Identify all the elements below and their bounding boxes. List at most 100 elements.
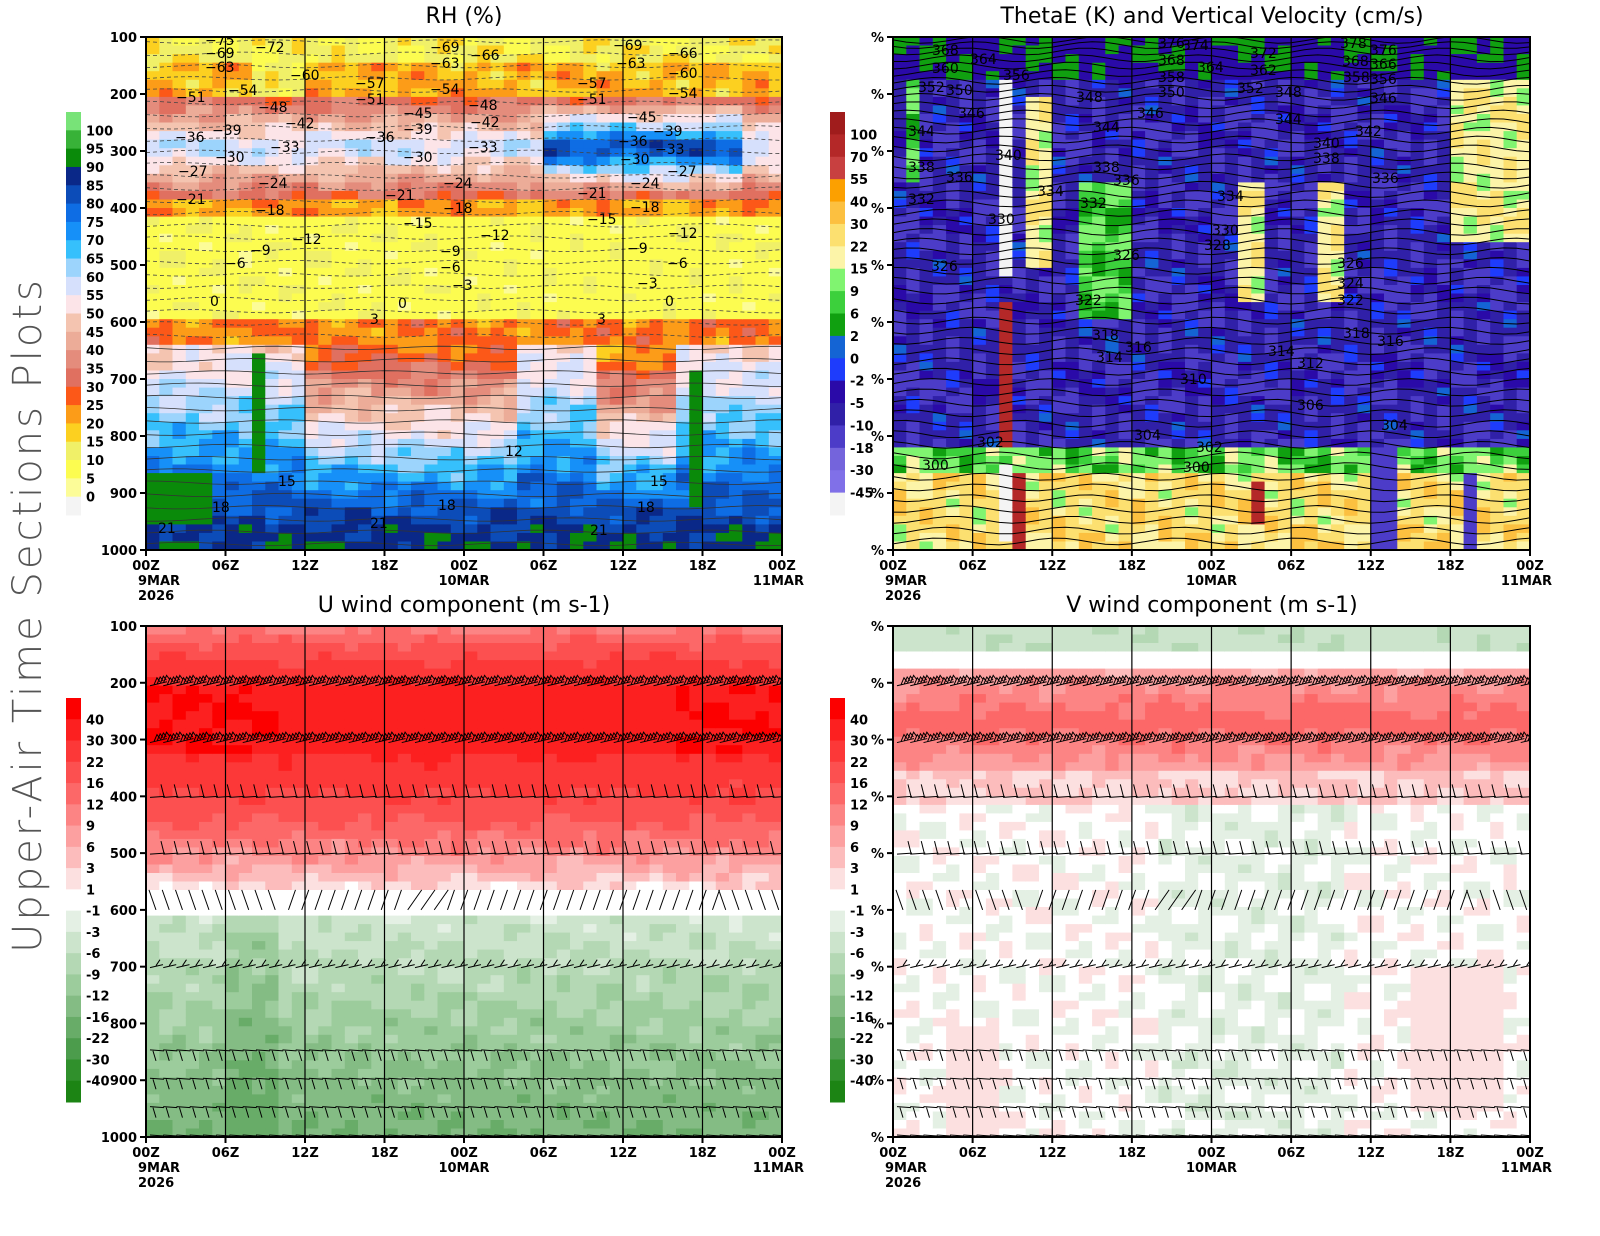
field-cell (1092, 473, 1106, 483)
field-cell (715, 216, 730, 226)
field-cell (1251, 361, 1266, 372)
field-cell (424, 293, 439, 303)
field-cell (893, 267, 907, 278)
field-cell (596, 148, 611, 158)
temperature-contour-label: −48 (468, 98, 498, 114)
field-cell (503, 148, 518, 158)
field-cell (212, 456, 227, 466)
field-cell (1171, 45, 1186, 55)
field-cell (543, 532, 558, 543)
field-cell (543, 310, 558, 320)
field-cell (146, 456, 160, 466)
field-cell (893, 190, 907, 201)
field-cell (225, 114, 240, 124)
field-cell (1171, 515, 1186, 525)
field-cell (424, 139, 439, 149)
field-cell (1158, 404, 1173, 414)
field-cell (1277, 114, 1292, 124)
field-cell (1158, 327, 1173, 337)
field-cell (583, 404, 598, 414)
field-cell (1251, 242, 1266, 252)
field-cell (159, 156, 174, 166)
temperature-contour-label: 18 (212, 500, 230, 516)
field-cell (212, 250, 227, 260)
field-cell (755, 379, 770, 389)
field-cell (185, 216, 200, 226)
field-cell (755, 45, 770, 55)
field-cell (291, 190, 306, 201)
field-cell (318, 541, 333, 550)
field-cell (649, 88, 664, 98)
field-cell (1171, 387, 1186, 397)
field-cell (702, 456, 717, 466)
field-cell (238, 114, 253, 124)
field-cell (331, 190, 346, 201)
field-cell (331, 173, 346, 183)
field-cell (570, 327, 584, 337)
field-cell (1131, 421, 1146, 431)
field-cell (1065, 524, 1080, 534)
field-cell (437, 122, 452, 132)
field-cell (768, 276, 782, 286)
field-cell (146, 182, 160, 192)
field-cell (517, 532, 531, 543)
field-cell (768, 139, 782, 149)
field-cell (199, 421, 213, 431)
colorbar-label: 95 (86, 143, 104, 158)
field-cell (305, 327, 319, 337)
field-cell (185, 225, 200, 235)
field-cell (437, 131, 452, 141)
field-cell (1025, 190, 1040, 201)
field-cell (344, 327, 359, 337)
field-cell (1264, 379, 1279, 389)
field-cell (932, 165, 947, 175)
field-cell (609, 370, 624, 380)
field-cell (1158, 208, 1173, 218)
field-cell (1012, 267, 1027, 278)
field-cell (331, 105, 346, 115)
field-cell (742, 336, 757, 346)
field-cell (1224, 541, 1239, 550)
field-cell (676, 139, 690, 149)
field-cell (1092, 344, 1106, 354)
field-cell (946, 131, 960, 141)
field-cell (1251, 515, 1266, 525)
field-cell (159, 481, 174, 491)
field-cell (893, 344, 907, 354)
field-cell (999, 148, 1014, 158)
field-cell (265, 62, 280, 72)
field-cell (1078, 105, 1093, 115)
field-cell (238, 259, 253, 269)
field-cell (371, 327, 386, 337)
field-cell (543, 430, 558, 440)
field-cell (1118, 541, 1133, 550)
field-cell (1185, 208, 1199, 218)
field-cell (715, 156, 730, 166)
field-cell (556, 515, 571, 525)
field-cell (437, 319, 452, 329)
field-cell (344, 259, 359, 269)
field-cell (919, 447, 934, 457)
field-cell (1131, 122, 1146, 132)
field-cell (946, 122, 960, 132)
field-cell (331, 259, 346, 269)
field-cell (212, 327, 227, 337)
field-cell (623, 430, 637, 440)
field-cell (999, 387, 1014, 397)
field-cell (384, 190, 399, 201)
field-cell (331, 156, 346, 166)
field-cell (265, 387, 280, 397)
field-cell (411, 199, 425, 209)
field-cell (344, 361, 359, 372)
temperature-contour-label: −57 (355, 76, 385, 92)
field-cell (517, 122, 531, 132)
field-cell (543, 464, 558, 474)
field-cell (543, 302, 558, 312)
field-cell (318, 250, 333, 260)
field-cell (477, 327, 492, 337)
field-cell (932, 156, 947, 166)
field-cell (906, 353, 921, 363)
field-cell (1198, 190, 1213, 201)
field-cell (1052, 379, 1067, 389)
field-cell (252, 387, 266, 397)
